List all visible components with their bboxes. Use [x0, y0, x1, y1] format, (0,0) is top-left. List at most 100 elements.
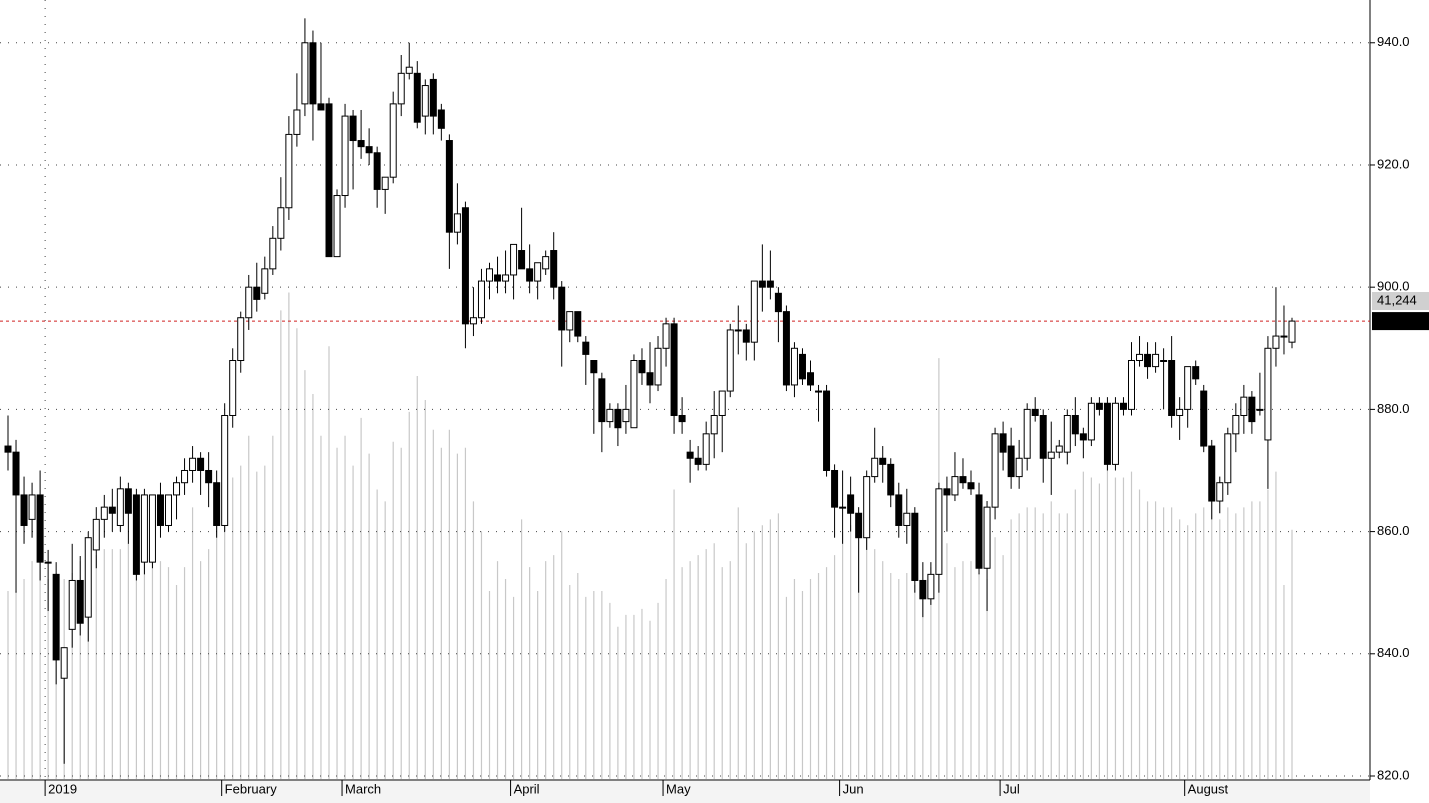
candle-body [253, 286, 261, 300]
x-tick-label: 2019 [48, 781, 77, 796]
candle-body [935, 488, 943, 575]
candle-body [1039, 414, 1047, 459]
candle-body [1136, 353, 1144, 362]
candle-body [1184, 366, 1192, 410]
candle-body [542, 256, 550, 270]
candle-body [44, 561, 52, 564]
candle-body [269, 237, 277, 270]
candle-body [405, 66, 413, 74]
candle-body [333, 195, 341, 258]
candle-body [92, 518, 100, 551]
candle-body [477, 280, 485, 319]
candle-body [413, 72, 421, 123]
candle-body [293, 109, 301, 135]
candle-body [1079, 433, 1087, 441]
x-tick-label: February [225, 781, 278, 796]
candle-body [895, 494, 903, 526]
candle-body [734, 329, 742, 332]
y-tick-label: 940.0 [1377, 34, 1410, 49]
candle-body [205, 469, 213, 484]
candle-body [582, 341, 590, 355]
candle-body [36, 494, 44, 563]
candle-body [1055, 445, 1063, 453]
candle-body [502, 274, 510, 282]
candle-body [229, 360, 237, 416]
candle-body [1208, 445, 1216, 502]
candle-body [967, 482, 975, 490]
candle-body [1063, 414, 1071, 453]
candle-body [469, 317, 477, 325]
candle-body [317, 103, 325, 111]
candle-body [1248, 396, 1256, 423]
candle-body [20, 494, 28, 526]
candle-body [863, 476, 871, 539]
candle-body [758, 280, 766, 288]
candle-body [1007, 445, 1015, 478]
candle-body [1031, 408, 1039, 416]
candle-body [84, 537, 92, 618]
candle-body [831, 469, 839, 508]
candle-body [798, 353, 806, 380]
candle-body [189, 457, 197, 471]
candle-body [389, 103, 397, 178]
candle-body [766, 280, 774, 288]
candle-body [518, 250, 526, 270]
candle-body [1168, 360, 1176, 416]
candle-body [132, 494, 140, 575]
candle-body [4, 445, 12, 453]
candle-body [197, 457, 205, 471]
candle-body [1071, 414, 1079, 435]
candle-body [325, 103, 333, 258]
volume-label-box [1372, 292, 1429, 310]
candle-body [919, 579, 927, 600]
candle-body [606, 408, 614, 423]
candle-body [694, 457, 702, 465]
candle-body [365, 146, 373, 154]
volume-label: 41,244 [1377, 292, 1417, 307]
x-tick-label: April [514, 781, 540, 796]
x-tick-label: May [666, 781, 691, 796]
y-tick-label: 900.0 [1377, 279, 1410, 294]
candle-body [1015, 457, 1023, 478]
candle-body [1192, 366, 1200, 380]
candle-body [461, 207, 469, 325]
candle-body [453, 213, 461, 233]
candle-body [927, 573, 935, 600]
candle-body [12, 451, 20, 496]
candle-body [1232, 414, 1240, 435]
candle-body [550, 250, 558, 288]
candle-body [855, 512, 863, 539]
candle-body [213, 482, 221, 526]
candle-body [237, 317, 245, 362]
candle-body [1087, 402, 1095, 441]
candle-body [108, 506, 116, 514]
candle-body [381, 176, 389, 190]
candle-body [790, 347, 798, 386]
candle-body [397, 72, 405, 105]
candle-body [622, 408, 630, 423]
candle-body [1047, 451, 1055, 459]
candle-body [1216, 482, 1224, 502]
candle-body [301, 42, 309, 105]
candle-body [1111, 402, 1119, 465]
candle-body [140, 494, 148, 563]
candle-body [774, 292, 782, 313]
candle-body [173, 482, 181, 496]
candle-body [148, 494, 156, 563]
candle-body [887, 463, 895, 496]
candle-body [654, 347, 662, 386]
candle-body [614, 408, 622, 429]
candle-body [100, 506, 108, 520]
candle-body [678, 414, 686, 423]
candle-body [245, 286, 253, 319]
candle-body [702, 433, 710, 465]
candle-body [903, 512, 911, 526]
candle-body [437, 109, 445, 129]
last-price-label: 894.45 [1377, 313, 1417, 328]
candle-body [742, 329, 750, 343]
y-tick-label: 920.0 [1377, 156, 1410, 171]
candle-body [670, 323, 678, 416]
candle-body [1272, 335, 1280, 349]
candle-body [807, 372, 814, 386]
candle-body [1280, 335, 1288, 338]
